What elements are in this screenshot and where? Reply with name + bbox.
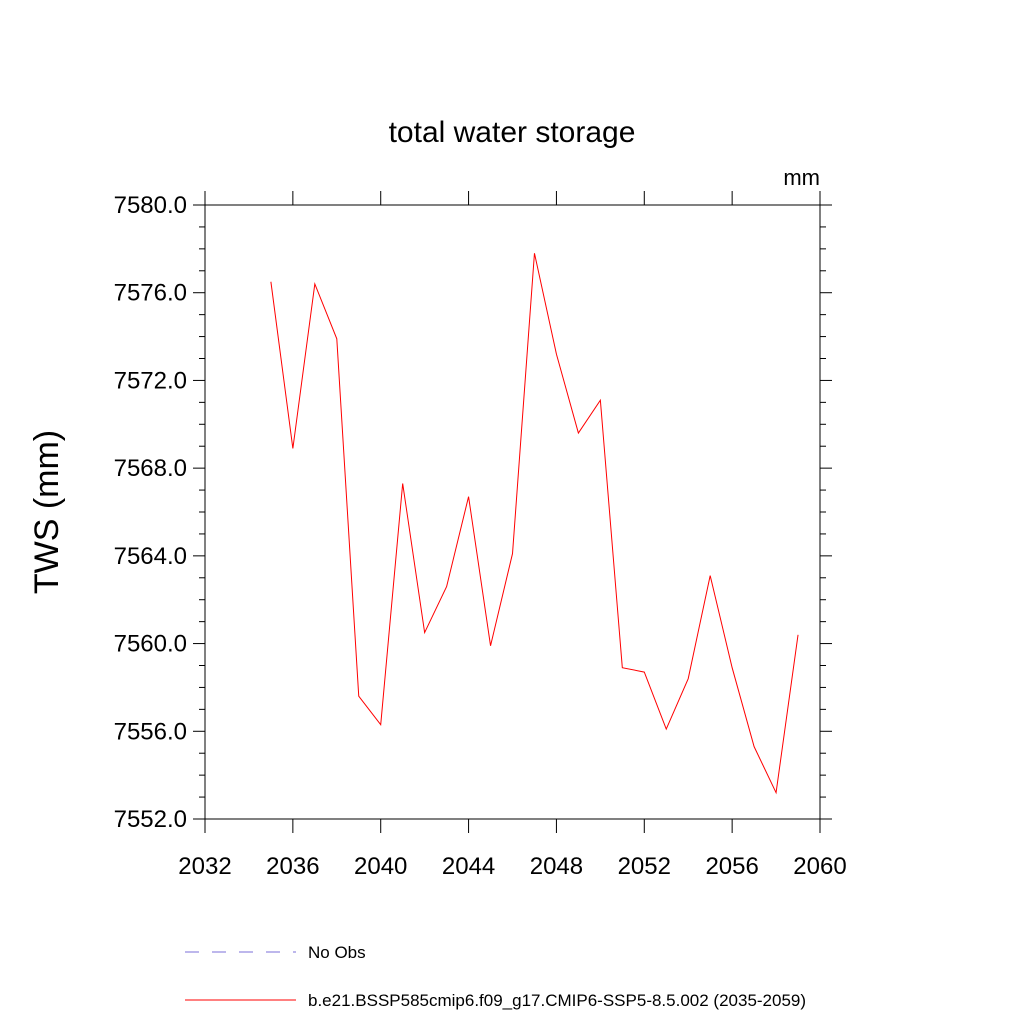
series-lines (270, 253, 799, 795)
y-tick-labels: 7552.0 7556.0 7560.0 7564.0 7568.0 7572.0 7576… (114, 192, 187, 833)
legend: No Obs b.e21.BSSP585cmip6.f09_g17.CMIP6-S… (185, 943, 806, 1010)
x-tick-label: 2056 (705, 853, 758, 880)
x-tick-label: 2044 (442, 853, 495, 880)
x-tick-label: 2040 (354, 853, 407, 880)
axis-ticks (193, 191, 832, 833)
y-tick-label: 7556.0 (114, 718, 187, 745)
y-tick-label: 7560.0 (114, 631, 187, 658)
y-tick-label: 7572.0 (114, 367, 187, 394)
legend-label: b.e21.BSSP585cmip6.f09_g17.CMIP6-SSP5-8.… (308, 991, 806, 1010)
y-tick-label: 7580.0 (114, 192, 187, 219)
x-tick-label: 2060 (793, 853, 846, 880)
x-tick-labels: 2032 2036 2040 2044 2048 2052 2056 2060 (178, 853, 846, 880)
y-tick-label: 7576.0 (114, 280, 187, 307)
chart-title: total water storage (389, 116, 636, 149)
x-tick-label: 2052 (618, 853, 671, 880)
series-line (270, 253, 799, 795)
x-tick-label: 2048 (530, 853, 583, 880)
legend-label: No Obs (308, 943, 366, 962)
plot-frame (204, 204, 821, 820)
x-tick-label: 2032 (178, 853, 231, 880)
y-tick-label: 7568.0 (114, 455, 187, 482)
y-tick-label: 7552.0 (114, 806, 187, 833)
y-axis-label: TWS (mm) (28, 430, 66, 594)
y-tick-label: 7564.0 (114, 543, 187, 570)
units-label: mm (783, 165, 820, 190)
x-tick-label: 2036 (266, 853, 319, 880)
